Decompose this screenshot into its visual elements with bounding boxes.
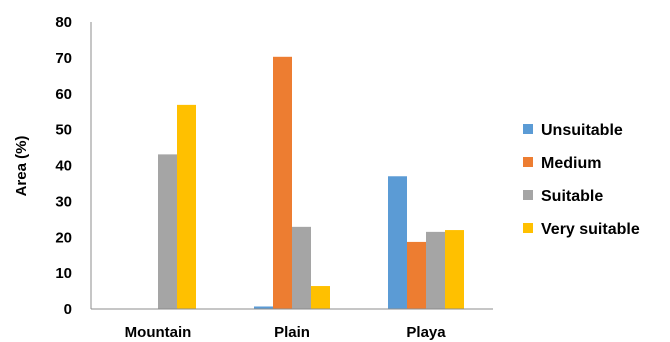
legend-swatch-suitable — [523, 190, 533, 200]
x-category-label: Mountain — [125, 324, 192, 341]
bar-playa-unsuitable — [388, 176, 407, 309]
y-tick-label: 0 — [64, 301, 72, 318]
y-axis-title: Area (%) — [13, 136, 30, 197]
bar-playa-medium — [407, 241, 426, 309]
legend-label: Medium — [541, 155, 601, 172]
legend-swatch-medium — [523, 157, 533, 167]
bar-plain-unsuitable — [254, 306, 273, 309]
x-category-label: Playa — [406, 324, 446, 341]
bar-plain-very-suitable — [311, 286, 330, 309]
y-tick-label: 50 — [55, 122, 72, 139]
legend: Unsuitable Medium Suitable Very suitable — [523, 122, 640, 238]
bar-mountain-suitable — [158, 154, 177, 309]
y-axis-ticks: 0 10 20 30 40 50 60 70 80 — [55, 14, 72, 318]
bar-mountain-very-suitable — [177, 104, 196, 309]
bar-plain-suitable — [292, 226, 311, 309]
legend-swatch-very-suitable — [523, 223, 533, 233]
legend-label: Unsuitable — [541, 122, 623, 139]
y-tick-label: 30 — [55, 193, 72, 210]
y-tick-label: 70 — [55, 50, 72, 67]
bar-playa-very-suitable — [445, 230, 464, 309]
y-tick-label: 80 — [55, 14, 72, 31]
x-axis-labels: Mountain Plain Playa — [125, 324, 447, 341]
y-tick-label: 40 — [55, 158, 72, 175]
legend-label: Suitable — [541, 188, 603, 205]
y-tick-label: 10 — [55, 265, 72, 282]
axes — [90, 22, 493, 310]
legend-label: Very suitable — [541, 221, 640, 238]
bar-plain-medium — [273, 56, 292, 309]
x-category-label: Plain — [274, 324, 310, 341]
legend-swatch-unsuitable — [523, 124, 533, 134]
bar-playa-suitable — [426, 231, 445, 309]
y-tick-label: 60 — [55, 86, 72, 103]
y-tick-label: 20 — [55, 229, 72, 246]
bars-group — [158, 56, 464, 309]
